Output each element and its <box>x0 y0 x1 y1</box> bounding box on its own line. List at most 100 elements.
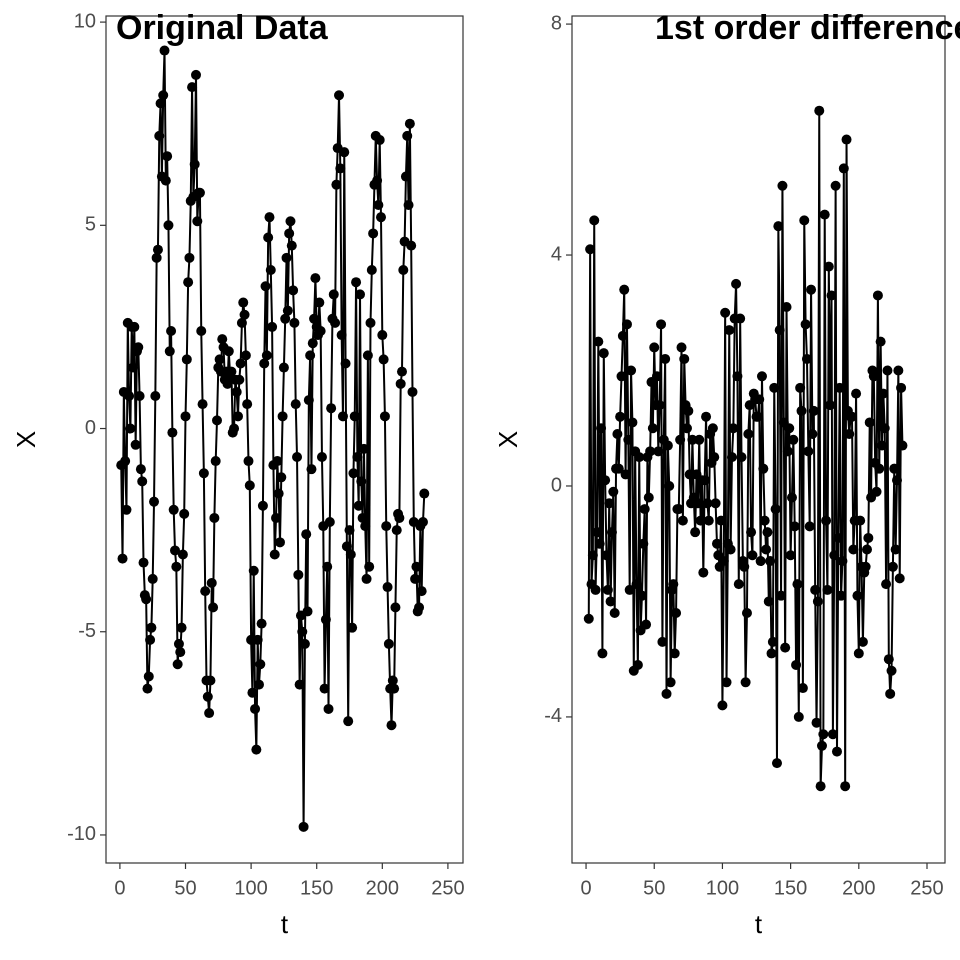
data-point <box>222 378 233 389</box>
data-point <box>373 199 384 210</box>
data-point <box>661 688 672 699</box>
data-point <box>322 561 333 572</box>
data-point <box>138 557 149 568</box>
data-point <box>665 677 676 688</box>
data-point <box>163 220 174 231</box>
data-point <box>198 468 209 479</box>
data-point <box>763 596 774 607</box>
data-point <box>173 638 184 649</box>
data-point <box>125 423 136 434</box>
data-point <box>398 265 409 276</box>
data-point <box>386 720 397 731</box>
data-point <box>232 411 243 422</box>
data-point <box>133 342 144 353</box>
data-point <box>377 330 388 341</box>
data-point <box>175 647 186 658</box>
data-point <box>818 729 829 740</box>
data-point <box>690 527 701 538</box>
data-point <box>202 691 213 702</box>
data-point <box>632 659 643 670</box>
data-point <box>815 781 826 792</box>
data-point <box>416 586 427 597</box>
data-point <box>323 703 334 714</box>
data-point <box>709 452 720 463</box>
data-point <box>863 532 874 543</box>
data-point <box>356 476 367 487</box>
data-point <box>171 561 182 572</box>
data-point <box>172 659 183 670</box>
data-point <box>784 423 795 434</box>
data-point <box>597 648 608 659</box>
data-point <box>699 475 710 486</box>
data-point <box>710 498 721 509</box>
data-point <box>364 561 375 572</box>
data-point <box>349 411 360 422</box>
data-point <box>641 619 652 630</box>
data-point <box>152 244 163 255</box>
x-axis-title: t <box>281 909 289 939</box>
data-point <box>124 391 135 402</box>
data-point <box>864 417 875 428</box>
data-point <box>331 179 342 190</box>
data-point <box>600 475 611 486</box>
x-tick-label: 250 <box>910 877 943 899</box>
data-point <box>776 590 787 601</box>
data-point <box>360 521 371 532</box>
data-point <box>741 607 752 618</box>
data-point <box>247 687 258 698</box>
data-point <box>758 463 769 474</box>
data-point <box>353 500 364 511</box>
data-point <box>196 325 207 336</box>
data-point <box>735 313 746 324</box>
data-point <box>306 464 317 475</box>
panel-border <box>571 15 946 864</box>
data-point <box>292 451 303 462</box>
data-point <box>387 675 398 686</box>
data-point <box>339 147 350 158</box>
data-point <box>885 688 896 699</box>
data-point <box>242 399 253 410</box>
data-point <box>267 321 278 332</box>
data-point <box>226 366 237 377</box>
data-point <box>816 740 827 751</box>
data-point <box>872 290 883 301</box>
data-point <box>819 209 830 220</box>
data-point <box>812 596 823 607</box>
data-point <box>639 504 650 515</box>
data-point <box>166 325 177 336</box>
x-tick-label: 50 <box>174 877 196 899</box>
data-point <box>881 579 892 590</box>
data-point <box>695 515 706 526</box>
data-point <box>160 175 171 186</box>
data-point <box>197 399 208 410</box>
y-tick-label: 0 <box>85 417 96 439</box>
data-point <box>167 427 178 438</box>
data-point <box>840 781 851 792</box>
data-point <box>720 307 731 318</box>
data-point <box>210 456 221 467</box>
data-point <box>289 317 300 328</box>
data-point <box>608 486 619 497</box>
data-point <box>793 711 804 722</box>
data-point <box>402 130 413 141</box>
data-point <box>761 544 772 555</box>
data-point <box>120 456 131 467</box>
data-point <box>602 584 613 595</box>
data-point <box>743 429 754 440</box>
data-point <box>379 411 390 422</box>
y-axis-title: X <box>11 431 41 448</box>
data-point <box>754 394 765 405</box>
data-point <box>830 180 841 191</box>
data-point <box>853 648 864 659</box>
data-point <box>410 573 421 584</box>
data-point <box>796 405 807 416</box>
data-point <box>330 317 341 328</box>
data-point <box>647 423 658 434</box>
data-point <box>624 584 635 595</box>
data-point <box>147 573 158 584</box>
data-point <box>660 353 671 364</box>
data-point <box>277 411 288 422</box>
data-point <box>217 334 228 345</box>
data-point <box>711 538 722 549</box>
